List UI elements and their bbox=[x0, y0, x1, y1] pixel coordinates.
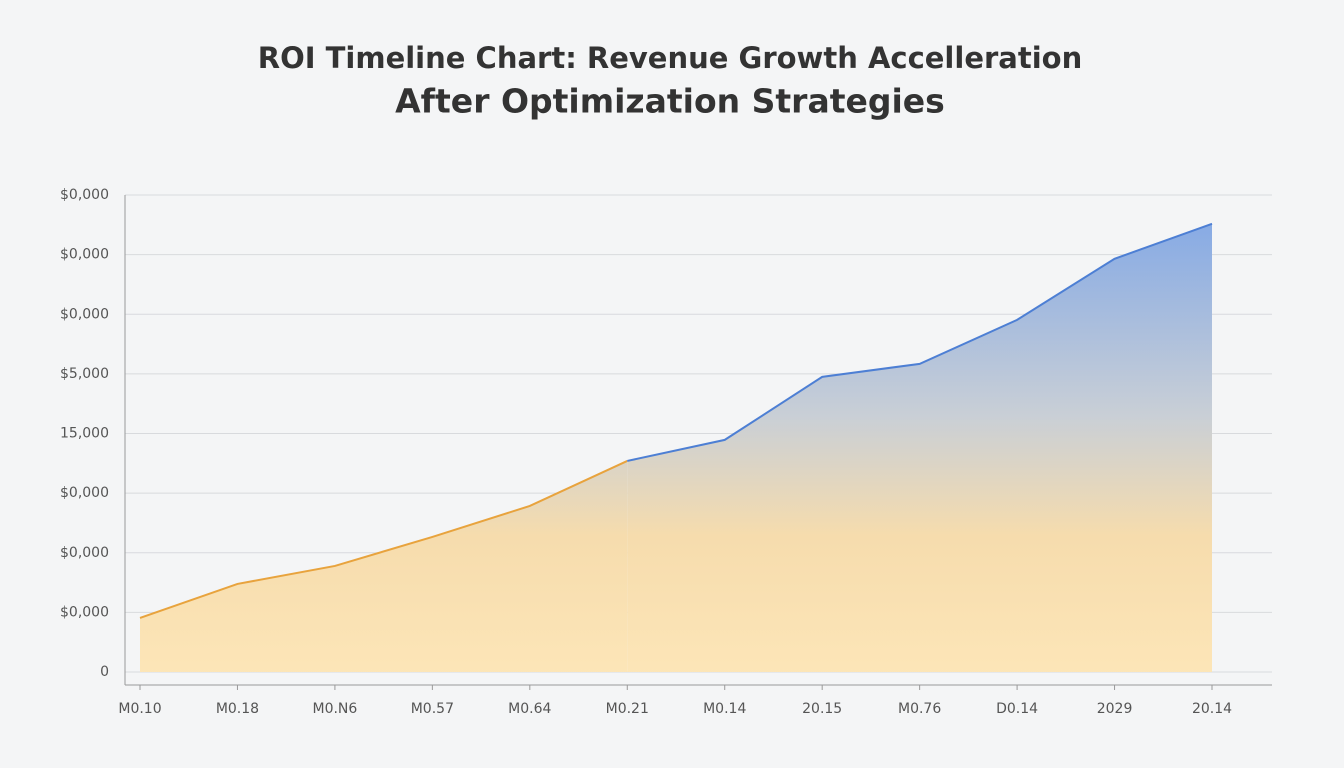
chart-subtitle: After Optimization Strategies bbox=[395, 82, 945, 121]
y-tick-label: $0,000 bbox=[60, 604, 109, 620]
x-tick-label: M0.57 bbox=[411, 701, 454, 717]
y-tick-label: $0,000 bbox=[60, 485, 109, 501]
line bbox=[139, 460, 628, 619]
x-tick-label: M0.76 bbox=[898, 701, 941, 717]
x-tick-label: M0.N6 bbox=[312, 701, 357, 717]
x-tick-label: M0.18 bbox=[216, 701, 259, 717]
y-tick-label: $0,000 bbox=[60, 545, 109, 561]
x-tick-label: 20.15 bbox=[802, 701, 842, 717]
y-tick-label: $0,000 bbox=[60, 187, 109, 203]
x-tick-label: M0.64 bbox=[508, 701, 551, 717]
area bbox=[140, 460, 628, 672]
y-tick-label: 15,000 bbox=[60, 426, 109, 442]
y-tick-label: $0,000 bbox=[60, 306, 109, 322]
x-tick-label: M0.14 bbox=[703, 701, 746, 717]
line bbox=[627, 222, 1213, 462]
y-tick-label: $5,000 bbox=[60, 366, 109, 382]
x-tick-label: 20.14 bbox=[1192, 701, 1232, 717]
y-tick-label: $0,000 bbox=[60, 247, 109, 263]
x-tick-label: D0.14 bbox=[996, 701, 1038, 717]
x-tick-label: 2029 bbox=[1097, 701, 1133, 717]
chart-title: ROI Timeline Chart: Revenue Growth Accel… bbox=[258, 41, 1082, 75]
x-tick-label: M0.21 bbox=[606, 701, 649, 717]
y-tick-label: 0 bbox=[100, 664, 109, 680]
area bbox=[627, 223, 1212, 672]
x-tick-label: M0.10 bbox=[118, 701, 161, 717]
